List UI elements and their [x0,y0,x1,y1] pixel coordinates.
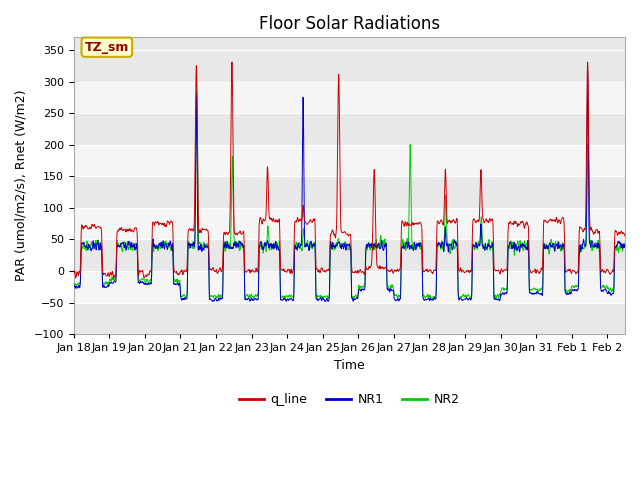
Bar [74,302,625,334]
Bar [74,144,625,176]
Bar [74,240,625,271]
Text: TZ_sm: TZ_sm [84,41,129,54]
Bar [74,271,625,302]
Title: Floor Solar Radiations: Floor Solar Radiations [259,15,440,33]
Bar [74,208,625,240]
Bar [74,82,625,113]
Legend: q_line, NR1, NR2: q_line, NR1, NR2 [234,388,465,411]
Bar [74,176,625,208]
Y-axis label: PAR (umol/m2/s), Rnet (W/m2): PAR (umol/m2/s), Rnet (W/m2) [15,90,28,281]
Bar [74,113,625,144]
X-axis label: Time: Time [334,359,365,372]
Bar [74,50,625,82]
